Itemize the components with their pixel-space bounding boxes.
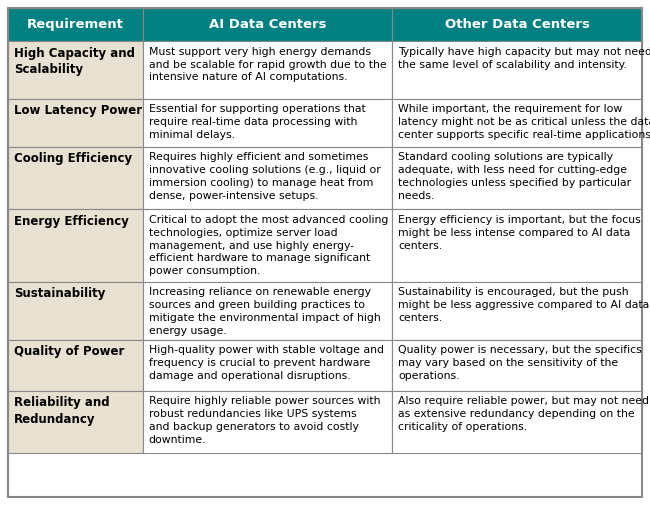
Bar (142, 210, 393, 282)
Text: Quality power is necessary, but the specifics
may vary based on the sensitivity : Quality power is necessary, but the spec… (398, 345, 642, 381)
Text: Sustainability is encouraged, but the push
might be less aggressive compared to : Sustainability is encouraged, but the pu… (398, 287, 649, 323)
Bar (142, 391, 393, 453)
Text: Requires highly efficient and sometimes
innovative cooling solutions (e.g., liqu: Requires highly efficient and sometimes … (149, 153, 380, 201)
Text: Cooling Efficiency: Cooling Efficiency (14, 153, 132, 165)
Bar (142, 41, 393, 99)
Bar (8, 41, 142, 99)
Text: High-quality power with stable voltage and
frequency is crucial to prevent hardw: High-quality power with stable voltage a… (149, 345, 384, 381)
Text: Essential for supporting operations that
require real-time data processing with
: Essential for supporting operations that… (149, 105, 365, 140)
Bar (393, 147, 642, 210)
Text: High Capacity and
Scalability: High Capacity and Scalability (14, 47, 135, 76)
Bar (142, 99, 393, 147)
Text: Also require reliable power, but may not need
as extensive redundancy depending : Also require reliable power, but may not… (398, 396, 649, 432)
Bar (8, 391, 142, 453)
Bar (8, 210, 142, 282)
Bar (393, 391, 642, 453)
Bar (393, 8, 642, 41)
Bar (8, 282, 142, 339)
Bar (8, 147, 142, 210)
Text: Quality of Power: Quality of Power (14, 345, 124, 358)
Bar (393, 210, 642, 282)
Text: Increasing reliance on renewable energy
sources and green building practices to
: Increasing reliance on renewable energy … (149, 287, 380, 336)
Text: Energy Efficiency: Energy Efficiency (14, 215, 129, 228)
Text: Requirement: Requirement (27, 18, 124, 31)
Text: While important, the requirement for low
latency might not be as critical unless: While important, the requirement for low… (398, 105, 650, 140)
Bar (142, 147, 393, 210)
Bar (142, 282, 393, 339)
Bar (393, 99, 642, 147)
Text: Low Latency Power: Low Latency Power (14, 105, 142, 118)
Text: Standard cooling solutions are typically
adequate, with less need for cutting-ed: Standard cooling solutions are typically… (398, 153, 631, 201)
Bar (8, 99, 142, 147)
Bar (393, 282, 642, 339)
Text: Other Data Centers: Other Data Centers (445, 18, 590, 31)
Text: Require highly reliable power sources with
robust redundancies like UPS systems
: Require highly reliable power sources wi… (149, 396, 380, 445)
Text: AI Data Centers: AI Data Centers (209, 18, 326, 31)
Text: Typically have high capacity but may not need
the same level of scalability and : Typically have high capacity but may not… (398, 47, 650, 70)
Text: Sustainability: Sustainability (14, 287, 105, 300)
Bar (8, 339, 142, 391)
Text: Must support very high energy demands
and be scalable for rapid growth due to th: Must support very high energy demands an… (149, 47, 386, 82)
Bar (8, 8, 142, 41)
Bar (142, 339, 393, 391)
Bar (393, 339, 642, 391)
Bar (142, 8, 393, 41)
Bar (393, 41, 642, 99)
Text: Critical to adopt the most advanced cooling
technologies, optimize server load
m: Critical to adopt the most advanced cool… (149, 215, 388, 276)
Text: Reliability and
Redundancy: Reliability and Redundancy (14, 396, 110, 426)
Text: Energy efficiency is important, but the focus
might be less intense compared to : Energy efficiency is important, but the … (398, 215, 641, 250)
